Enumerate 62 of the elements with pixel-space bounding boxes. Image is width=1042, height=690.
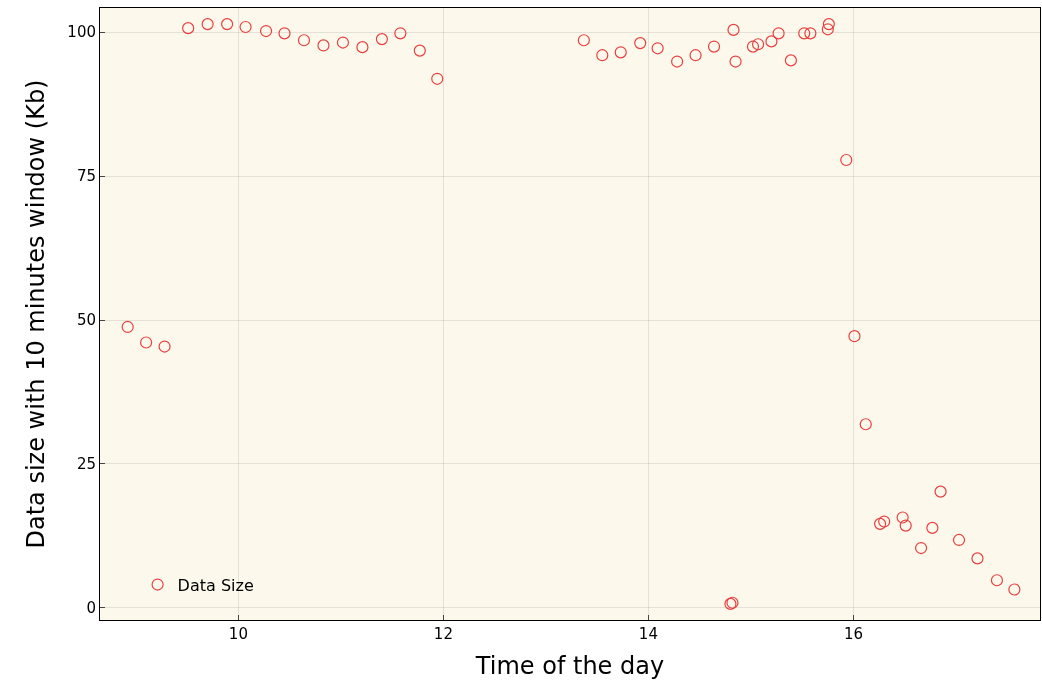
y-tick-label: 100 <box>67 23 96 42</box>
point <box>239 20 252 34</box>
point <box>336 36 350 49</box>
point <box>746 40 760 53</box>
point <box>182 22 195 35</box>
point <box>413 44 426 57</box>
point <box>671 55 684 68</box>
point <box>221 18 234 31</box>
point <box>822 18 835 31</box>
point <box>651 42 664 55</box>
x-tick-label: 10 <box>228 625 248 643</box>
legend-label: Data Size <box>177 575 254 595</box>
y-axis-title: Data size with 10 minutes window (Kb) <box>22 79 51 549</box>
point <box>201 18 214 31</box>
point <box>914 541 928 555</box>
point <box>804 27 817 40</box>
point <box>840 153 853 167</box>
point <box>356 41 369 54</box>
point <box>971 552 984 565</box>
point <box>934 485 947 498</box>
y-tick-label: 50 <box>76 311 96 330</box>
point <box>798 27 811 40</box>
point <box>784 54 798 67</box>
point <box>752 38 765 51</box>
point <box>596 49 609 62</box>
point <box>848 330 861 343</box>
point <box>297 34 311 47</box>
point <box>431 72 444 85</box>
point <box>375 32 388 46</box>
point <box>317 39 330 52</box>
point <box>727 23 740 36</box>
point <box>899 519 912 532</box>
y-tick-label: 25 <box>76 455 96 474</box>
point <box>394 27 407 40</box>
point <box>707 40 721 53</box>
point <box>926 521 939 534</box>
point <box>859 418 872 431</box>
point <box>873 517 887 530</box>
x-tick-label: 12 <box>433 625 453 643</box>
point <box>1008 583 1021 596</box>
x-axis-title: Time of the day <box>474 652 665 681</box>
point <box>278 27 291 40</box>
point <box>821 23 834 36</box>
point <box>878 515 891 528</box>
point <box>689 49 702 62</box>
point <box>577 34 590 47</box>
point <box>772 27 785 40</box>
x-tick-label: 16 <box>843 625 863 643</box>
point <box>121 320 134 334</box>
point <box>729 55 742 68</box>
point <box>990 574 1004 587</box>
point <box>634 37 647 50</box>
y-tick-label: 0 <box>86 599 96 618</box>
point <box>952 533 966 547</box>
point <box>765 35 778 48</box>
point <box>140 336 153 349</box>
point <box>614 46 627 59</box>
y-tick-label: 75 <box>76 167 96 186</box>
point <box>259 24 273 38</box>
point <box>158 340 171 353</box>
x-tick-label: 14 <box>638 625 658 643</box>
point <box>896 511 909 524</box>
